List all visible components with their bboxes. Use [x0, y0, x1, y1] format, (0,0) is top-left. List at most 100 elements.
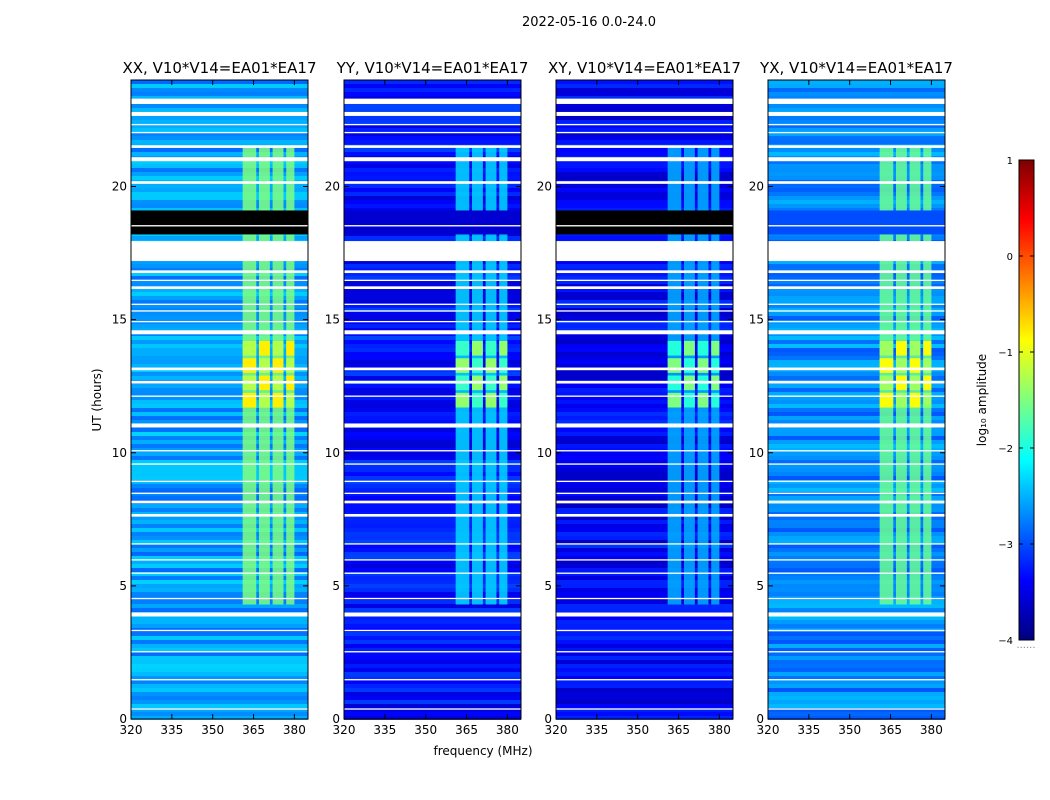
heatmap-row [131, 468, 308, 472]
heatmap-row [344, 544, 521, 548]
strong-rfi-cell [683, 340, 695, 356]
flagged-row [768, 270, 945, 274]
x-tick-label: 335 [373, 723, 396, 737]
strong-rfi-cell [683, 358, 695, 373]
heatmap-row [131, 464, 308, 468]
flagged-row [768, 543, 945, 545]
heatmap-row [131, 576, 308, 580]
heatmap-row [344, 688, 521, 692]
flagged-row [768, 181, 945, 184]
heatmap-row [556, 364, 733, 368]
heatmap-row [344, 348, 521, 352]
heatmap-row [556, 268, 733, 272]
y-tick-label: 15 [325, 313, 340, 327]
heatmap-row [556, 264, 733, 268]
heatmap-row [556, 608, 733, 612]
flagged-row [131, 157, 308, 162]
heatmap-row [344, 284, 521, 288]
heatmap-row [131, 552, 308, 556]
heatmap-row [131, 632, 308, 636]
heatmap-row [768, 96, 945, 100]
flagged-row [131, 225, 308, 227]
heatmap-row [344, 104, 521, 108]
heatmap-row [768, 528, 945, 532]
heatmap-row [131, 344, 308, 348]
heatmap-row [131, 580, 308, 584]
heatmap-row [131, 96, 308, 100]
heatmap-row [556, 444, 733, 448]
heatmap-row [556, 552, 733, 556]
heatmap-row [768, 272, 945, 276]
heatmap-row [131, 404, 308, 408]
heatmap-row [768, 644, 945, 648]
heatmap-row [556, 672, 733, 676]
heatmap-row [344, 616, 521, 620]
panel-4: YX, V10*V14=EA01*EA17 320 335 350 365 380 0 5 10… [749, 59, 953, 737]
heatmap-row [768, 268, 945, 272]
heatmap-row [344, 304, 521, 308]
flagged-row [768, 286, 945, 290]
heatmap-row [344, 84, 521, 88]
heatmap-row [131, 668, 308, 672]
x-tick-label: 365 [242, 723, 265, 737]
heatmap-row [344, 132, 521, 136]
heatmap-row [768, 520, 945, 524]
x-tick-label: 320 [757, 723, 780, 737]
heatmap-row [131, 236, 308, 240]
flagged-row [131, 423, 308, 428]
flagged-row [556, 629, 733, 632]
heatmap-row [131, 140, 308, 144]
heatmap-row [344, 80, 521, 84]
heatmap-row [768, 340, 945, 344]
heatmap-row [556, 644, 733, 648]
flagged-row [131, 131, 308, 134]
heatmap-row [344, 312, 521, 316]
flagged-row [556, 98, 733, 104]
heatmap-row [556, 488, 733, 492]
heatmap-row [344, 432, 521, 436]
flagged-row [556, 181, 733, 184]
heatmap-row [768, 316, 945, 320]
heatmap-row [768, 384, 945, 388]
heatmap-row [556, 176, 733, 180]
heatmap-row [556, 460, 733, 464]
heatmap-row [344, 128, 521, 132]
flagged-row [556, 679, 733, 681]
heatmap-row [768, 668, 945, 672]
heatmap-row [131, 508, 308, 512]
flagged-row [556, 463, 733, 465]
heatmap-row [131, 440, 308, 444]
heatmap-row [131, 264, 308, 268]
heatmap-row [768, 456, 945, 460]
heatmap-row [344, 428, 521, 432]
heatmap-row [768, 192, 945, 196]
heatmap-row [131, 272, 308, 276]
y-tick-label: 5 [756, 579, 764, 593]
strong-rfi-cell [697, 358, 709, 373]
heatmap-row [768, 128, 945, 132]
heatmap-row [556, 324, 733, 328]
heatmap-row [131, 308, 308, 312]
strong-rfi-cell [879, 392, 894, 408]
heatmap-row [131, 608, 308, 612]
heatmap-row [556, 396, 733, 400]
flagged-row [556, 270, 733, 274]
heatmap-row [768, 652, 945, 656]
heatmap-row [344, 384, 521, 388]
flagged-row [768, 572, 945, 574]
heatmap-row [344, 140, 521, 144]
heatmap-row [556, 632, 733, 636]
heatmap-row [556, 260, 733, 264]
heatmap-row [768, 636, 945, 640]
flagged-row [131, 279, 308, 282]
heatmap-row [556, 584, 733, 588]
x-tick-label: 365 [667, 723, 690, 737]
heatmap-row [556, 288, 733, 292]
heatmap-row [768, 304, 945, 308]
y-tick-label: 15 [749, 313, 764, 327]
heatmap-row [556, 108, 733, 112]
heatmap-row [344, 296, 521, 300]
heatmap-row [556, 544, 733, 548]
flagged-row [556, 286, 733, 290]
heatmap-row [131, 348, 308, 352]
